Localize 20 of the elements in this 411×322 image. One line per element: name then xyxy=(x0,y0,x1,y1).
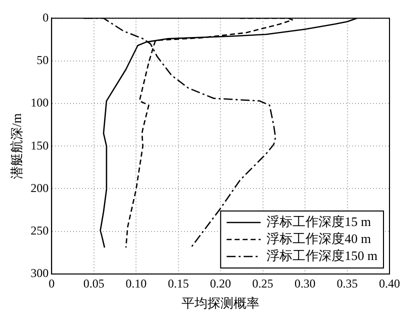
y-tick-label: 50 xyxy=(36,52,49,67)
x-tick-label: 0.30 xyxy=(294,276,316,290)
y-tick-label: 250 xyxy=(30,224,49,238)
y-tick-label: 0 xyxy=(42,10,49,24)
y-tick-label: 100 xyxy=(30,96,49,110)
y-tick-label: 200 xyxy=(30,180,49,195)
x-tick-label: 0.10 xyxy=(126,276,147,290)
x-tick-label: 0.20 xyxy=(210,276,232,290)
x-tick-label: 0.15 xyxy=(168,276,189,290)
x-tick-label: 0.35 xyxy=(336,276,358,290)
x-axis-title: 平均探测概率 xyxy=(182,296,260,311)
x-tick-label: 0.25 xyxy=(252,276,274,290)
y-tick-label: 150 xyxy=(30,138,49,152)
x-tick-label: 0.40 xyxy=(379,276,400,290)
x-tick-label: 0.05 xyxy=(83,276,104,290)
legend-label: 浮标工作深度150 m xyxy=(266,248,378,263)
y-tick-label: 300 xyxy=(30,266,49,280)
legend-label: 浮标工作深度40 m xyxy=(266,230,372,246)
y-axis-title: 潜艇航深/m xyxy=(9,113,24,179)
legend-label: 浮标工作深度15 m xyxy=(266,214,372,229)
